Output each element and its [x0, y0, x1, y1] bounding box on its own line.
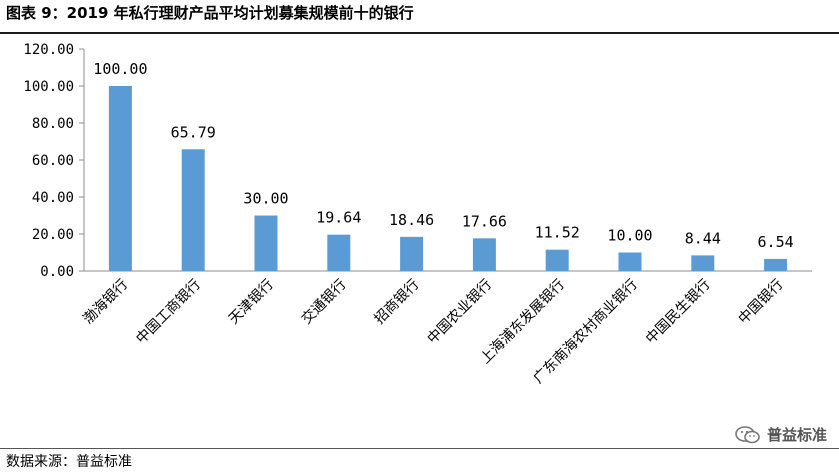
data-label: 19.64: [316, 209, 361, 227]
category-label: 渤海银行: [80, 277, 131, 328]
watermark-text: 普益标准: [766, 426, 827, 444]
data-label: 18.46: [389, 211, 434, 229]
y-tick-label: 100.00: [23, 79, 74, 95]
category-label: 中国工商银行: [133, 277, 204, 348]
y-tick-label: 60.00: [32, 153, 74, 169]
bar: [181, 149, 205, 271]
bar: [764, 258, 788, 271]
data-label: 30.00: [243, 190, 288, 208]
bar: [400, 236, 424, 271]
bar: [618, 252, 642, 271]
data-label: 8.44: [685, 229, 721, 247]
chart-title: 图表 9：2019 年私行理财产品平均计划募集规模前十的银行: [6, 4, 414, 22]
bars: [108, 86, 788, 271]
data-label: 6.54: [758, 233, 794, 251]
category-label: 中国农业银行: [425, 277, 496, 348]
bar: [108, 86, 132, 271]
bar: [327, 234, 351, 271]
bar: [545, 249, 569, 271]
data-label: 10.00: [607, 227, 652, 245]
bar: [691, 255, 715, 271]
y-tick-label: 120.00: [23, 42, 74, 58]
bottom-rule: [0, 448, 839, 449]
category-label: 中国银行: [736, 277, 787, 328]
category-label: 交通银行: [298, 276, 350, 328]
bar: [472, 238, 496, 271]
y-tick-label: 40.00: [32, 190, 74, 206]
category-label: 天津银行: [226, 277, 277, 328]
y-tick-label: 0.00: [40, 264, 74, 280]
y-tick-label: 20.00: [32, 227, 74, 243]
source-note: 数据来源：普益标准: [6, 454, 132, 470]
axes: 0.00 20.00 40.00 60.00 80.00 100.00 120.00: [23, 42, 812, 280]
top-rule: [0, 32, 839, 34]
data-label: 100.00: [93, 60, 147, 78]
category-label: 中国民生银行: [643, 277, 714, 348]
category-label: 招商银行: [372, 277, 423, 328]
y-tick-label: 80.00: [32, 116, 74, 132]
data-label: 17.66: [462, 212, 507, 230]
watermark: 普益标准: [735, 424, 827, 445]
wechat-icon: [735, 425, 760, 443]
data-label: 65.79: [171, 123, 216, 141]
data-label: 11.52: [535, 224, 580, 242]
bar-chart: 0.00 20.00 40.00 60.00 80.00 100.00 120.00 100…: [23, 42, 812, 387]
bar: [254, 215, 278, 271]
